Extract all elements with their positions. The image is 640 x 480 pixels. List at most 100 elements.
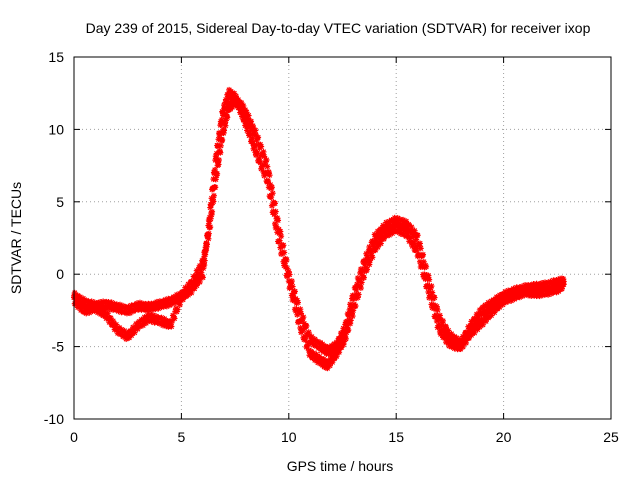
data-point-star (280, 242, 287, 249)
data-point-star (425, 288, 432, 295)
y-tick-label: -10 (44, 411, 64, 427)
data-point-star (201, 257, 208, 264)
data-point-star (444, 334, 451, 341)
x-tick-label: 15 (388, 429, 404, 445)
data-point-star (205, 222, 212, 229)
data-point-star (171, 315, 178, 322)
data-point-star (210, 185, 217, 192)
data-point-star (482, 318, 489, 325)
data-point-star (285, 268, 292, 275)
axis-ticks: 0 5 10 15 20 25 -10 -5 0 5 10 15 (44, 49, 619, 445)
data-point-star (404, 228, 411, 235)
chart-title: Day 239 of 2015, Sidereal Day-to-day VTE… (86, 20, 591, 36)
data-point-star (258, 143, 265, 150)
data-point-star (174, 306, 181, 313)
data-point-star (424, 282, 431, 289)
data-point-star (414, 232, 421, 239)
data-point-star (352, 302, 359, 309)
data-point-star (243, 117, 250, 124)
data-point-star (436, 322, 443, 329)
data-point-star (355, 291, 362, 298)
data-point-star (294, 311, 301, 318)
data-point-star (433, 318, 440, 325)
data-point-star (140, 322, 147, 329)
data-point-star (422, 275, 429, 282)
data-point-star (220, 112, 227, 119)
data-point-star (265, 177, 272, 184)
data-point-star (260, 148, 267, 155)
data-point-star (203, 240, 210, 247)
data-point-star (372, 247, 379, 254)
data-point-star (413, 247, 420, 254)
data-point-star (358, 279, 365, 286)
data-point-star (336, 349, 343, 356)
data-point-star (168, 323, 175, 330)
data-point-star (433, 311, 440, 318)
data-point-star (441, 330, 448, 337)
data-point-star (419, 263, 426, 270)
data-point-star (203, 247, 210, 254)
data-point-star (293, 306, 300, 313)
data-point-star (301, 333, 308, 340)
data-point-star (211, 166, 218, 173)
data-point-star (369, 254, 376, 261)
data-point-star (262, 170, 269, 177)
y-tick-label: 0 (56, 266, 64, 282)
data-points (71, 86, 567, 372)
data-point-star (416, 240, 423, 247)
data-point-star (245, 112, 252, 119)
data-point-star (221, 127, 228, 134)
data-point-star (357, 285, 364, 292)
data-point-star (188, 289, 195, 296)
data-point-star (274, 229, 281, 236)
data-point-star (265, 184, 272, 191)
data-point-star (271, 200, 278, 207)
data-point-star (302, 337, 309, 344)
data-point-star (410, 240, 417, 247)
y-axis-label: SDTVAR / TECUs (8, 182, 24, 294)
data-point-star (463, 339, 470, 346)
data-point-star (268, 202, 275, 209)
data-point-star (439, 317, 446, 324)
data-point-star (285, 278, 292, 285)
data-point-star (273, 223, 280, 230)
data-point-star (206, 214, 213, 221)
data-point-star (411, 227, 418, 234)
data-point-star (285, 271, 292, 278)
data-point-star (255, 134, 262, 141)
data-point-star (268, 194, 275, 201)
data-point-star (213, 155, 220, 162)
plot-frame (73, 56, 612, 420)
x-tick-label: 10 (281, 429, 297, 445)
data-point-star (291, 297, 298, 304)
data-point-star (296, 318, 303, 325)
y-tick-label: 10 (48, 121, 64, 137)
data-point-star (264, 163, 271, 170)
data-point-star (216, 130, 223, 137)
data-point-star (215, 143, 222, 150)
data-point-star (208, 202, 215, 209)
y-tick-label: 15 (48, 49, 64, 65)
data-point-star (338, 344, 345, 351)
data-point-star (221, 105, 228, 112)
data-point-star (279, 250, 286, 257)
data-point-star (277, 244, 284, 251)
data-point-star (201, 262, 208, 269)
data-point-star (249, 135, 256, 142)
data-point-star (288, 284, 295, 291)
data-point-star (421, 271, 428, 278)
x-tick-label: 20 (496, 429, 512, 445)
data-point-star (281, 260, 288, 267)
data-point-star (208, 195, 215, 202)
data-point-star (427, 293, 434, 300)
data-point-star (276, 237, 283, 244)
data-point-star (471, 329, 478, 336)
data-point-star (176, 301, 183, 308)
data-point-star (271, 211, 278, 218)
data-point-star (304, 341, 311, 348)
data-point-star (218, 116, 225, 123)
data-point-star (252, 127, 259, 134)
data-point-star (364, 266, 371, 273)
data-point-star (303, 323, 310, 330)
